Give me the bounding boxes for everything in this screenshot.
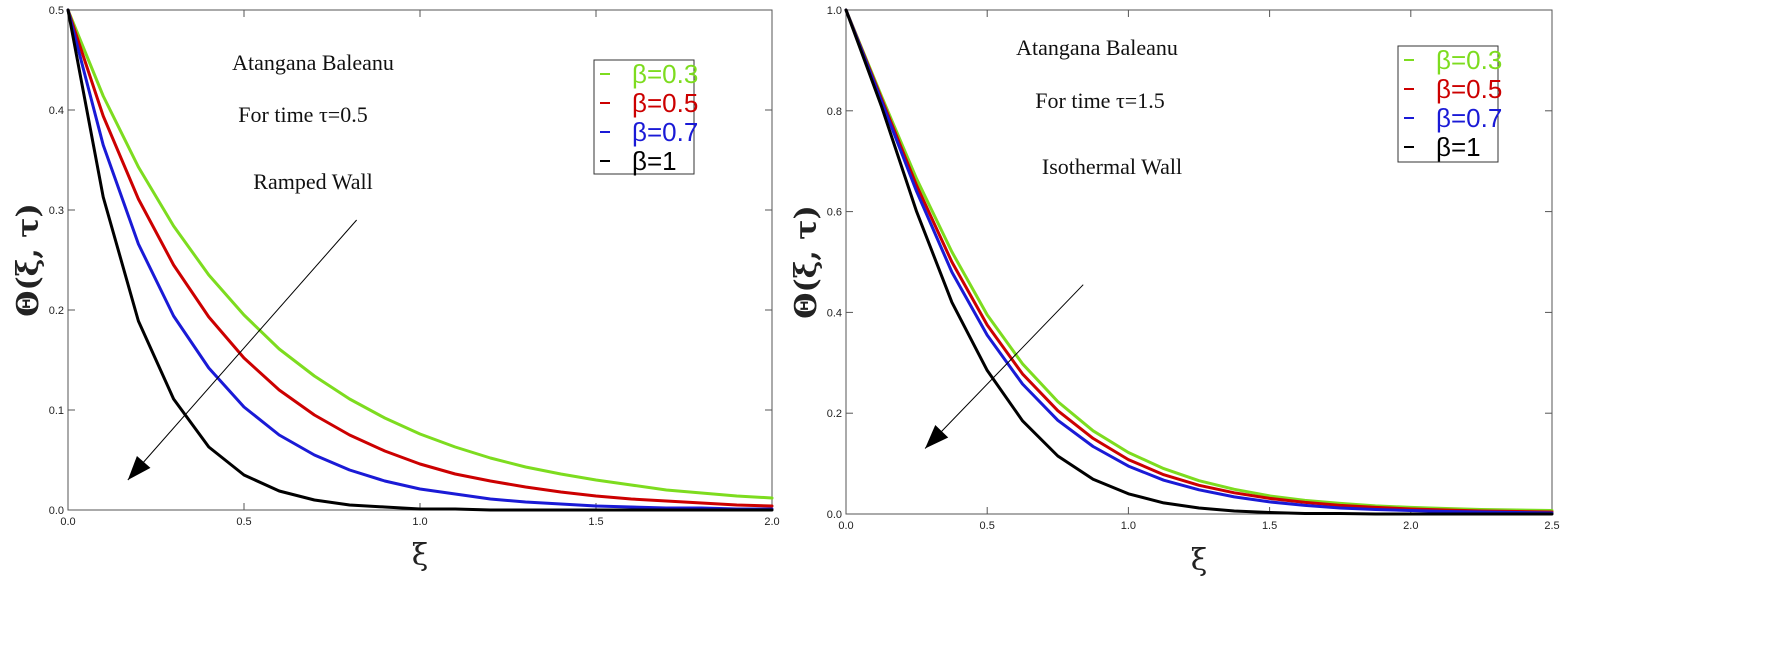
legend-entry: β=0.5 <box>1436 74 1502 104</box>
x-axis-label: ξ <box>412 538 429 573</box>
series-line <box>844 8 1554 512</box>
y-tick-label: 0.8 <box>827 106 842 118</box>
x-tick-label: 0.0 <box>838 520 853 532</box>
legend-entry: β=1 <box>632 146 677 176</box>
y-tick-label: 0.1 <box>49 405 64 417</box>
trend-arrow-head <box>925 424 949 449</box>
trend-arrow-head <box>127 456 151 480</box>
y-tick-label: 0.2 <box>827 408 842 420</box>
series-line <box>844 8 1554 516</box>
legend-entry: β=0.7 <box>632 117 698 147</box>
x-tick-label: 0.5 <box>236 516 251 528</box>
legend-entry: β=0.3 <box>632 59 698 89</box>
legend-box <box>593 59 695 175</box>
x-tick-label: 2.0 <box>1403 520 1418 532</box>
y-tick-label: 0.3 <box>49 205 64 217</box>
y-tick-label: 0.4 <box>49 105 64 117</box>
x-tick-label: 1.0 <box>1121 520 1136 532</box>
legend-entry: β=0.5 <box>632 88 698 118</box>
x-tick-label: 1.5 <box>1262 520 1277 532</box>
y-tick-label: 0.0 <box>49 505 64 517</box>
legend-entry: β=0.7 <box>1436 103 1502 133</box>
y-tick-label: 0.4 <box>827 307 842 319</box>
y-axis-label: Θ(ξ, τ) <box>11 203 46 316</box>
annotation-text: Isothermal Wall <box>1042 154 1182 179</box>
x-tick-label: 0.0 <box>60 516 75 528</box>
y-tick-label: 0.2 <box>49 305 64 317</box>
x-tick-label: 1.0 <box>412 516 427 528</box>
right-chart-panel: 0.0 0.5 1.0 1.5 2.0 2.5 0.0 0.2 0.4 0.6 0.8 1.0 Θ(ξ,… <box>789 5 1560 578</box>
annotation-text: Ramped Wall <box>253 169 372 194</box>
series-line <box>66 8 774 500</box>
x-tick-label: 2.5 <box>1544 520 1559 532</box>
annotation-text: Atangana Baleanu <box>232 50 394 75</box>
series-line <box>66 8 774 511</box>
trend-arrow-line <box>127 219 358 481</box>
y-tick-label: 1.0 <box>827 5 842 17</box>
left-chart-panel: 0.0 0.5 1.0 1.5 2.0 0.0 0.1 0.2 0.3 0.4 0.5 Θ(ξ, τ)… <box>11 5 780 573</box>
y-axis-label: Θ(ξ, τ) <box>789 205 824 318</box>
y-tick-label: 0.5 <box>49 5 64 17</box>
legend-entry: β=0.3 <box>1436 45 1502 75</box>
legend-box <box>1397 45 1499 163</box>
x-tick-label: 0.5 <box>980 520 995 532</box>
y-tick-label: 0.6 <box>827 207 842 219</box>
x-tick-label: 2.0 <box>764 516 779 528</box>
annotation-text: For time τ=0.5 <box>238 102 367 127</box>
series-line <box>844 8 1554 515</box>
trend-arrow-line <box>924 284 1084 449</box>
y-tick-label: 0.0 <box>827 509 842 521</box>
plot-frame <box>845 9 1553 515</box>
annotation-text: For time τ=1.5 <box>1035 88 1164 113</box>
series-line <box>66 8 774 508</box>
x-tick-label: 1.5 <box>588 516 603 528</box>
x-axis-label: ξ <box>1191 543 1208 578</box>
legend-entry: β=1 <box>1436 132 1481 162</box>
annotation-text: Atangana Baleanu <box>1016 35 1178 60</box>
